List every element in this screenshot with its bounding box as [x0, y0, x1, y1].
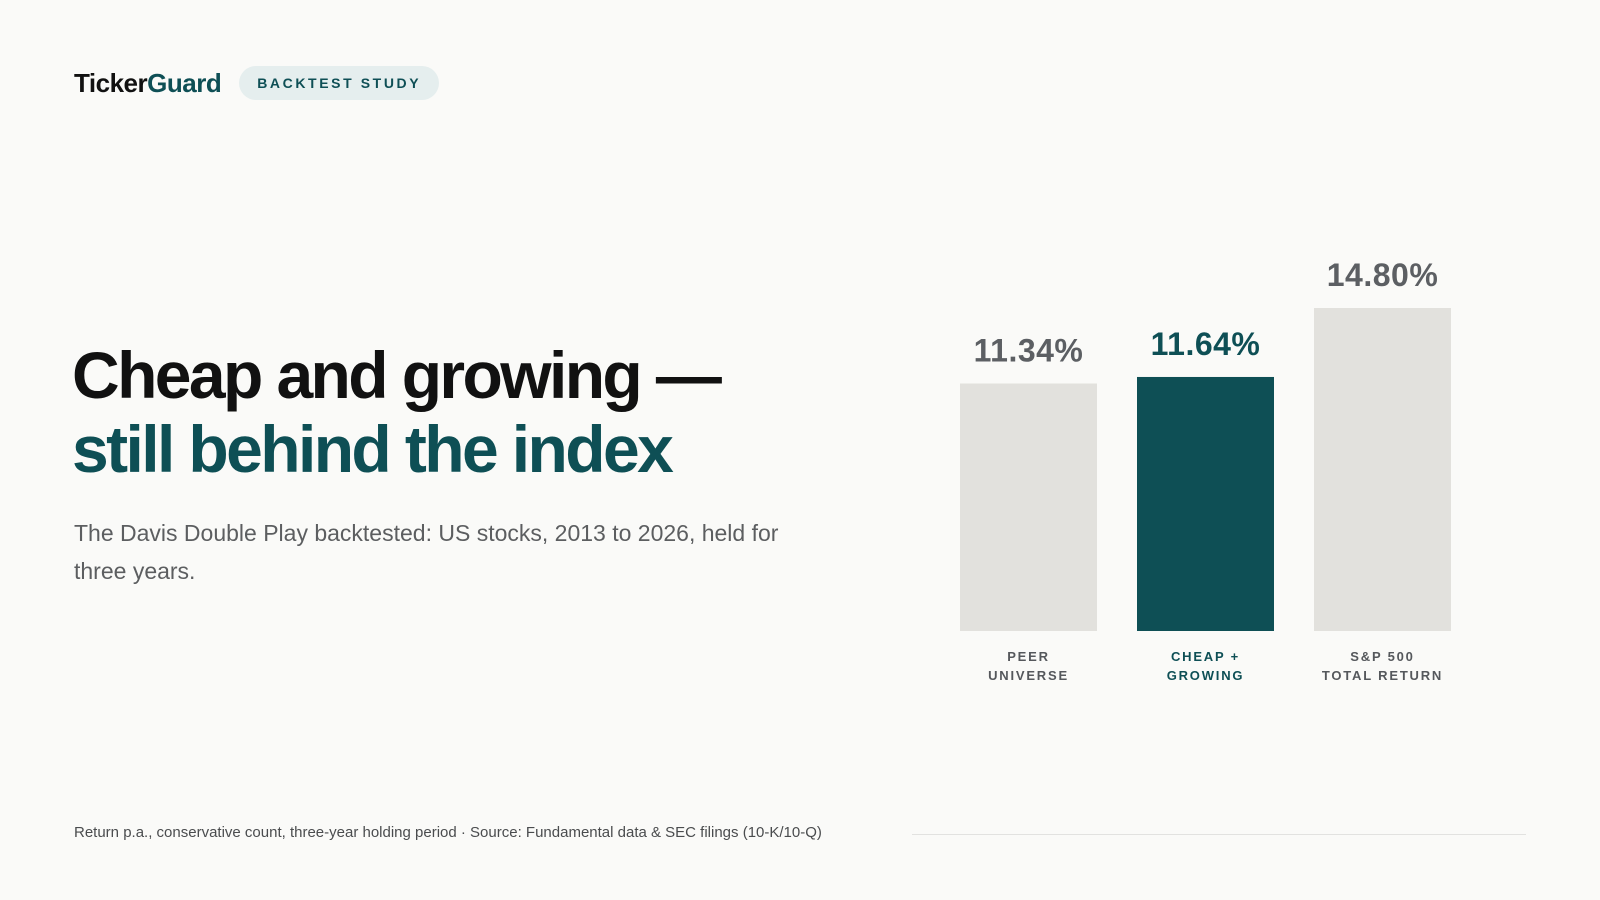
logo-text-ticker: Ticker: [74, 68, 148, 98]
headline-line-1: Cheap and growing —: [72, 338, 722, 412]
category-label-1-line1: PEER: [1007, 649, 1050, 664]
bar-chart: 11.34% PEER UNIVERSE 11.64% CHEAP + GROWING 14…: [960, 257, 1451, 683]
bar-2: [1137, 376, 1274, 631]
category-label-3-line2: TOTAL RETURN: [1322, 668, 1443, 683]
bar-3: [1314, 308, 1451, 631]
category-label-3-line1: S&P 500: [1350, 649, 1414, 664]
headline: Cheap and growing — still behind the ind…: [72, 338, 722, 486]
bar-value-label-2: 11.64%: [1151, 326, 1261, 362]
category-label-2-line2: GROWING: [1167, 668, 1245, 683]
footer-divider: [912, 834, 1526, 835]
backtest-study-badge: BACKTEST STUDY: [239, 66, 440, 100]
bar-1: [960, 383, 1097, 631]
category-label-1-line2: UNIVERSE: [988, 668, 1069, 683]
category-label-2-line1: CHEAP +: [1171, 649, 1240, 664]
bar-value-label-1: 11.34%: [974, 333, 1084, 369]
brand-header: TickerGuard BACKTEST STUDY: [74, 66, 440, 100]
headline-line-2: still behind the index: [72, 412, 674, 486]
source-footnote: Return p.a., conservative count, three-y…: [74, 824, 822, 841]
ticker-guard-logo: TickerGuard: [74, 66, 222, 100]
subtitle: The Davis Double Play backtested: US sto…: [74, 520, 779, 584]
bar-value-label-3: 14.80%: [1327, 257, 1439, 293]
logo-text-guard: Guard: [147, 68, 222, 98]
